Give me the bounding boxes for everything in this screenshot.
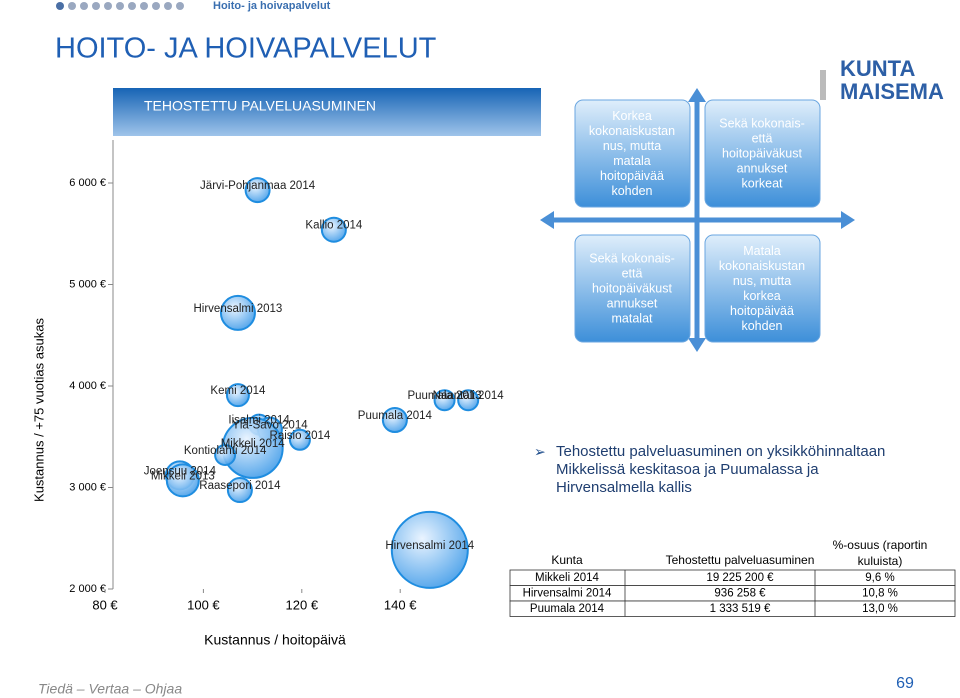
bubble-label: Raasepori 2014: [199, 480, 281, 492]
bubble: [226, 477, 253, 504]
y-tick-label: 5 000 €: [69, 278, 106, 290]
table-cell: 19 225 200 €: [706, 572, 774, 584]
bubble-label: Kemi 2014: [210, 385, 266, 397]
bubble-label: Ylä-Savo 2014: [232, 420, 308, 432]
bubble: [214, 444, 237, 467]
quadrant-text: Sekä kokonais-: [589, 251, 674, 265]
bubble: [219, 294, 256, 331]
bubble: [165, 463, 200, 498]
table-cell: 1 333 519 €: [710, 603, 771, 615]
y-tick-label: 4 000 €: [69, 380, 106, 392]
page-number: 69: [896, 675, 914, 692]
y-tick-label: 2 000 €: [69, 583, 106, 595]
x-axis-label: Kustannus / hoitopäivä: [204, 632, 346, 648]
chart-title: TEHOSTETTU PALVELUASUMINEN: [144, 98, 376, 114]
bubble-label: Mikkeli 2014: [221, 438, 286, 450]
y-tick-label: 6 000 €: [69, 177, 106, 189]
bubble-label: Puumala 2014: [358, 410, 433, 422]
nav-dots: [56, 2, 184, 10]
y-axis-label: Kustannus / +75 vuotias asukas: [31, 318, 46, 502]
quadrant-text: korkea: [743, 289, 781, 303]
quadrant-text: annukset: [607, 296, 658, 310]
quadrant-text: matala: [613, 154, 651, 168]
quadrant-text: nus, mutta: [733, 274, 791, 288]
bubble-label: Puumala 2013: [407, 390, 481, 402]
bubble: [288, 428, 311, 451]
logo-line: KUNTA: [840, 56, 915, 81]
bubble-label: Joensuu 2014: [144, 465, 217, 477]
x-tick-label: 80 €: [92, 597, 118, 612]
bubble: [225, 383, 250, 408]
bullet-text: Hirvensalmella kallis: [556, 479, 692, 496]
quadrant-box: [574, 99, 691, 208]
x-tick-label: 120 €: [286, 597, 319, 612]
table-cell: 10,8 %: [862, 588, 898, 600]
quadrant-text: korkeat: [742, 176, 784, 190]
x-tick-label: 140 €: [384, 597, 417, 612]
quadrant-text: kokonaiskustan: [719, 259, 805, 273]
bubble-label: Hirvensalmi 2014: [385, 540, 474, 552]
bullet-text: Tehostettu palveluasuminen on yksikköhin…: [556, 443, 885, 460]
footer: Tiedä – Vertaa – Ohjaa: [38, 681, 182, 697]
table-cell: Mikkeli 2014: [535, 572, 600, 584]
table-cell: 936 258 €: [714, 588, 766, 600]
quadrant-text: Matala: [743, 244, 781, 258]
bubble-label: Kontiolahti 2014: [184, 445, 267, 457]
quadrant-text: hoitopäivää: [600, 169, 664, 183]
chart-header: [113, 88, 541, 136]
bubble-label: Järvi-Pohjanmaa 2014: [200, 180, 316, 192]
table-cell: Puumala 2014: [530, 603, 605, 615]
bubble-label: Mikkeli 2013: [151, 470, 215, 482]
logo-line: MAISEMA: [840, 79, 944, 104]
bubble-label: Raisio 2014: [270, 430, 331, 442]
table-cell: Hirvensalmi 2014: [523, 588, 612, 600]
table-header-part: kuluista): [858, 554, 903, 568]
nav-title: Hoito- ja hoivapalvelut: [213, 0, 331, 12]
quadrant-text: hoitopäivää: [730, 304, 794, 318]
bubble-label: Iisalmi 2014: [228, 415, 290, 427]
table-header: %-osuus (raportin kuluista): [833, 538, 928, 568]
quadrant-box: [704, 234, 821, 343]
quadrant-text: kohden: [611, 184, 652, 198]
bullet-text: Mikkelissä keskitasoa ja Puumalassa ja: [556, 461, 819, 478]
table-header-part: %-osuus (raportin: [833, 538, 928, 552]
quadrant-text: että: [622, 266, 643, 280]
bubble: [390, 510, 469, 589]
bubble: [381, 407, 408, 434]
quadrant-text: annukset: [737, 161, 788, 175]
table-header: Kunta: [551, 553, 583, 567]
quadrant-box: [574, 234, 691, 343]
quadrant-text: nus, mutta: [603, 139, 661, 153]
quadrant-text: Korkea: [612, 109, 652, 123]
bubble: [244, 177, 271, 204]
slide-title: HOITO- JA HOIVAPALVELUT: [55, 33, 437, 65]
quadrant-arrows: [540, 88, 855, 352]
quadrant-box: [704, 99, 821, 208]
y-tick-label: 3 000 €: [69, 481, 106, 493]
quadrant-text: hoitopäiväkust: [722, 146, 802, 160]
quadrant-text: että: [752, 131, 773, 145]
table-row: [509, 600, 956, 617]
table-cell: 9,6 %: [865, 572, 894, 584]
table-cell: 13,0 %: [862, 603, 898, 615]
x-tick-label: 100 €: [187, 597, 220, 612]
bubble-label: Hirvensalmi 2013: [193, 303, 282, 315]
bubble-label: Kallio 2014: [305, 220, 363, 232]
bubble: [457, 389, 480, 412]
table-header: Tehostettu palveluasuminen: [666, 553, 815, 567]
table-header-bg: [510, 537, 955, 570]
quadrant-text: matalat: [612, 311, 654, 325]
bubble: [433, 389, 456, 412]
bubble-label: Naantali 2014: [433, 390, 505, 402]
quadrant-text: kohden: [741, 319, 782, 333]
quadrant-text: hoitopäiväkust: [592, 281, 672, 295]
quadrant-text: kokonaiskustan: [589, 124, 675, 138]
bullet-marker: ➢: [534, 444, 546, 460]
quadrant-text: Sekä kokonais-: [719, 116, 804, 130]
bubble: [320, 216, 347, 243]
